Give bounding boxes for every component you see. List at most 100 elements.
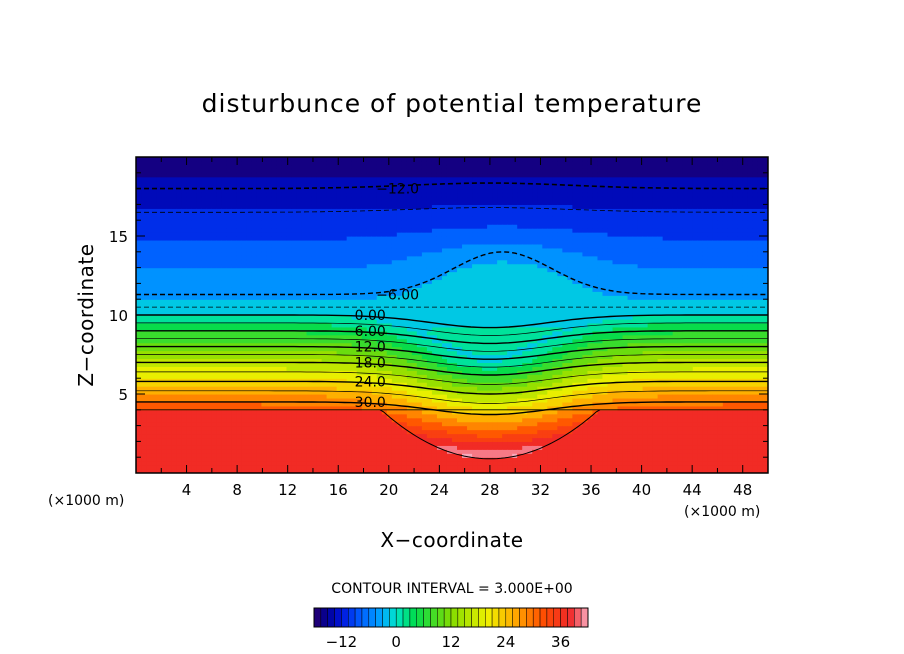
contour-cell	[206, 216, 212, 221]
contour-cell	[431, 429, 438, 435]
contour-cell	[211, 307, 217, 312]
contour-cell	[356, 192, 363, 198]
contour-cell	[411, 437, 418, 442]
contour-cell	[426, 417, 433, 423]
contour-cell	[226, 330, 232, 336]
contour-cell	[151, 382, 157, 387]
contour-cell	[446, 461, 453, 466]
contour-cell	[361, 433, 368, 439]
contour-cell	[321, 180, 328, 186]
contour-cell	[331, 429, 338, 435]
contour-cell	[226, 259, 232, 265]
contour-cell	[336, 425, 343, 431]
contour-cell	[321, 362, 328, 367]
contour-cell	[361, 176, 368, 182]
contour-cell	[426, 255, 433, 261]
contour-cell	[301, 204, 308, 209]
contour-cell	[321, 409, 328, 415]
contour-cell	[296, 342, 303, 348]
contour-cell	[216, 192, 222, 198]
contour-cell	[316, 176, 323, 182]
contour-cell	[206, 374, 212, 379]
contour-cell	[221, 346, 227, 352]
contour-cell	[396, 228, 403, 233]
contour-cell	[156, 342, 162, 348]
contour-cell	[226, 172, 232, 178]
contour-cell	[351, 255, 358, 261]
contour-cell	[326, 437, 333, 442]
contour-cell	[206, 330, 212, 336]
contour-cell	[226, 461, 232, 466]
contour-cell	[211, 196, 217, 202]
contour-cell	[371, 184, 378, 190]
contour-cell	[271, 394, 278, 399]
contour-cell	[186, 417, 192, 423]
contour-cell	[206, 275, 212, 281]
contour-cell	[241, 366, 247, 371]
contour-cell	[301, 405, 308, 411]
contour-cell	[266, 271, 273, 277]
contour-cell	[341, 224, 348, 229]
contour-cell	[256, 421, 262, 427]
contour-cell	[171, 465, 177, 470]
contour-cell	[201, 445, 207, 450]
contour-cell	[221, 216, 227, 221]
contour-cell	[206, 251, 212, 257]
contour-cell	[206, 247, 212, 253]
contour-cell	[236, 239, 242, 245]
contour-cell	[276, 409, 283, 415]
contour-cell	[371, 378, 378, 383]
contour-cell	[226, 342, 232, 348]
contour-cell	[426, 461, 433, 466]
contour-cell	[181, 251, 187, 257]
contour-cell	[256, 180, 262, 186]
contour-cell	[376, 291, 383, 296]
contour-cell	[256, 255, 262, 261]
contour-cell	[361, 283, 368, 288]
contour-cell	[411, 421, 418, 427]
contour-cell	[356, 168, 363, 174]
contour-cell	[236, 358, 242, 363]
contour-cell	[241, 220, 247, 225]
contour-cell	[431, 445, 438, 450]
contour-cell	[321, 338, 328, 344]
contour-cell	[141, 220, 147, 225]
contour-cell	[241, 172, 247, 178]
contour-cell	[371, 188, 378, 194]
contour-cell	[326, 350, 333, 356]
contour-cell	[276, 394, 283, 399]
contour-cell	[376, 409, 383, 415]
contour-cell	[301, 192, 308, 198]
contour-cell	[316, 220, 323, 225]
contour-cell	[271, 184, 278, 190]
contour-cell	[256, 346, 262, 352]
contour-cell	[426, 200, 433, 205]
contour-cell	[186, 239, 192, 245]
contour-cell	[311, 322, 318, 328]
contour-cell	[231, 271, 237, 277]
contour-cell	[226, 184, 232, 190]
contour-cell	[146, 362, 152, 367]
contour-cell	[241, 382, 247, 387]
contour-cell	[366, 160, 373, 166]
contour-cell	[281, 299, 288, 304]
contour-cell	[326, 330, 333, 336]
contour-cell	[441, 409, 448, 415]
contour-cell	[266, 251, 273, 257]
contour-cell	[256, 228, 262, 233]
contour-cell	[136, 287, 142, 292]
contour-cell	[431, 469, 438, 473]
contour-cell	[201, 433, 207, 439]
contour-cell	[276, 196, 283, 202]
contour-cell	[411, 251, 418, 257]
contour-cell	[386, 366, 393, 371]
contour-cell	[346, 303, 353, 308]
contour-cell	[161, 164, 167, 170]
contour-cell	[236, 188, 242, 194]
contour-cell	[391, 461, 398, 466]
contour-cell	[321, 318, 328, 324]
contour-cell	[361, 445, 368, 450]
contour-cell	[151, 394, 157, 399]
contour-cell	[401, 263, 408, 269]
contour-cell	[246, 291, 252, 296]
